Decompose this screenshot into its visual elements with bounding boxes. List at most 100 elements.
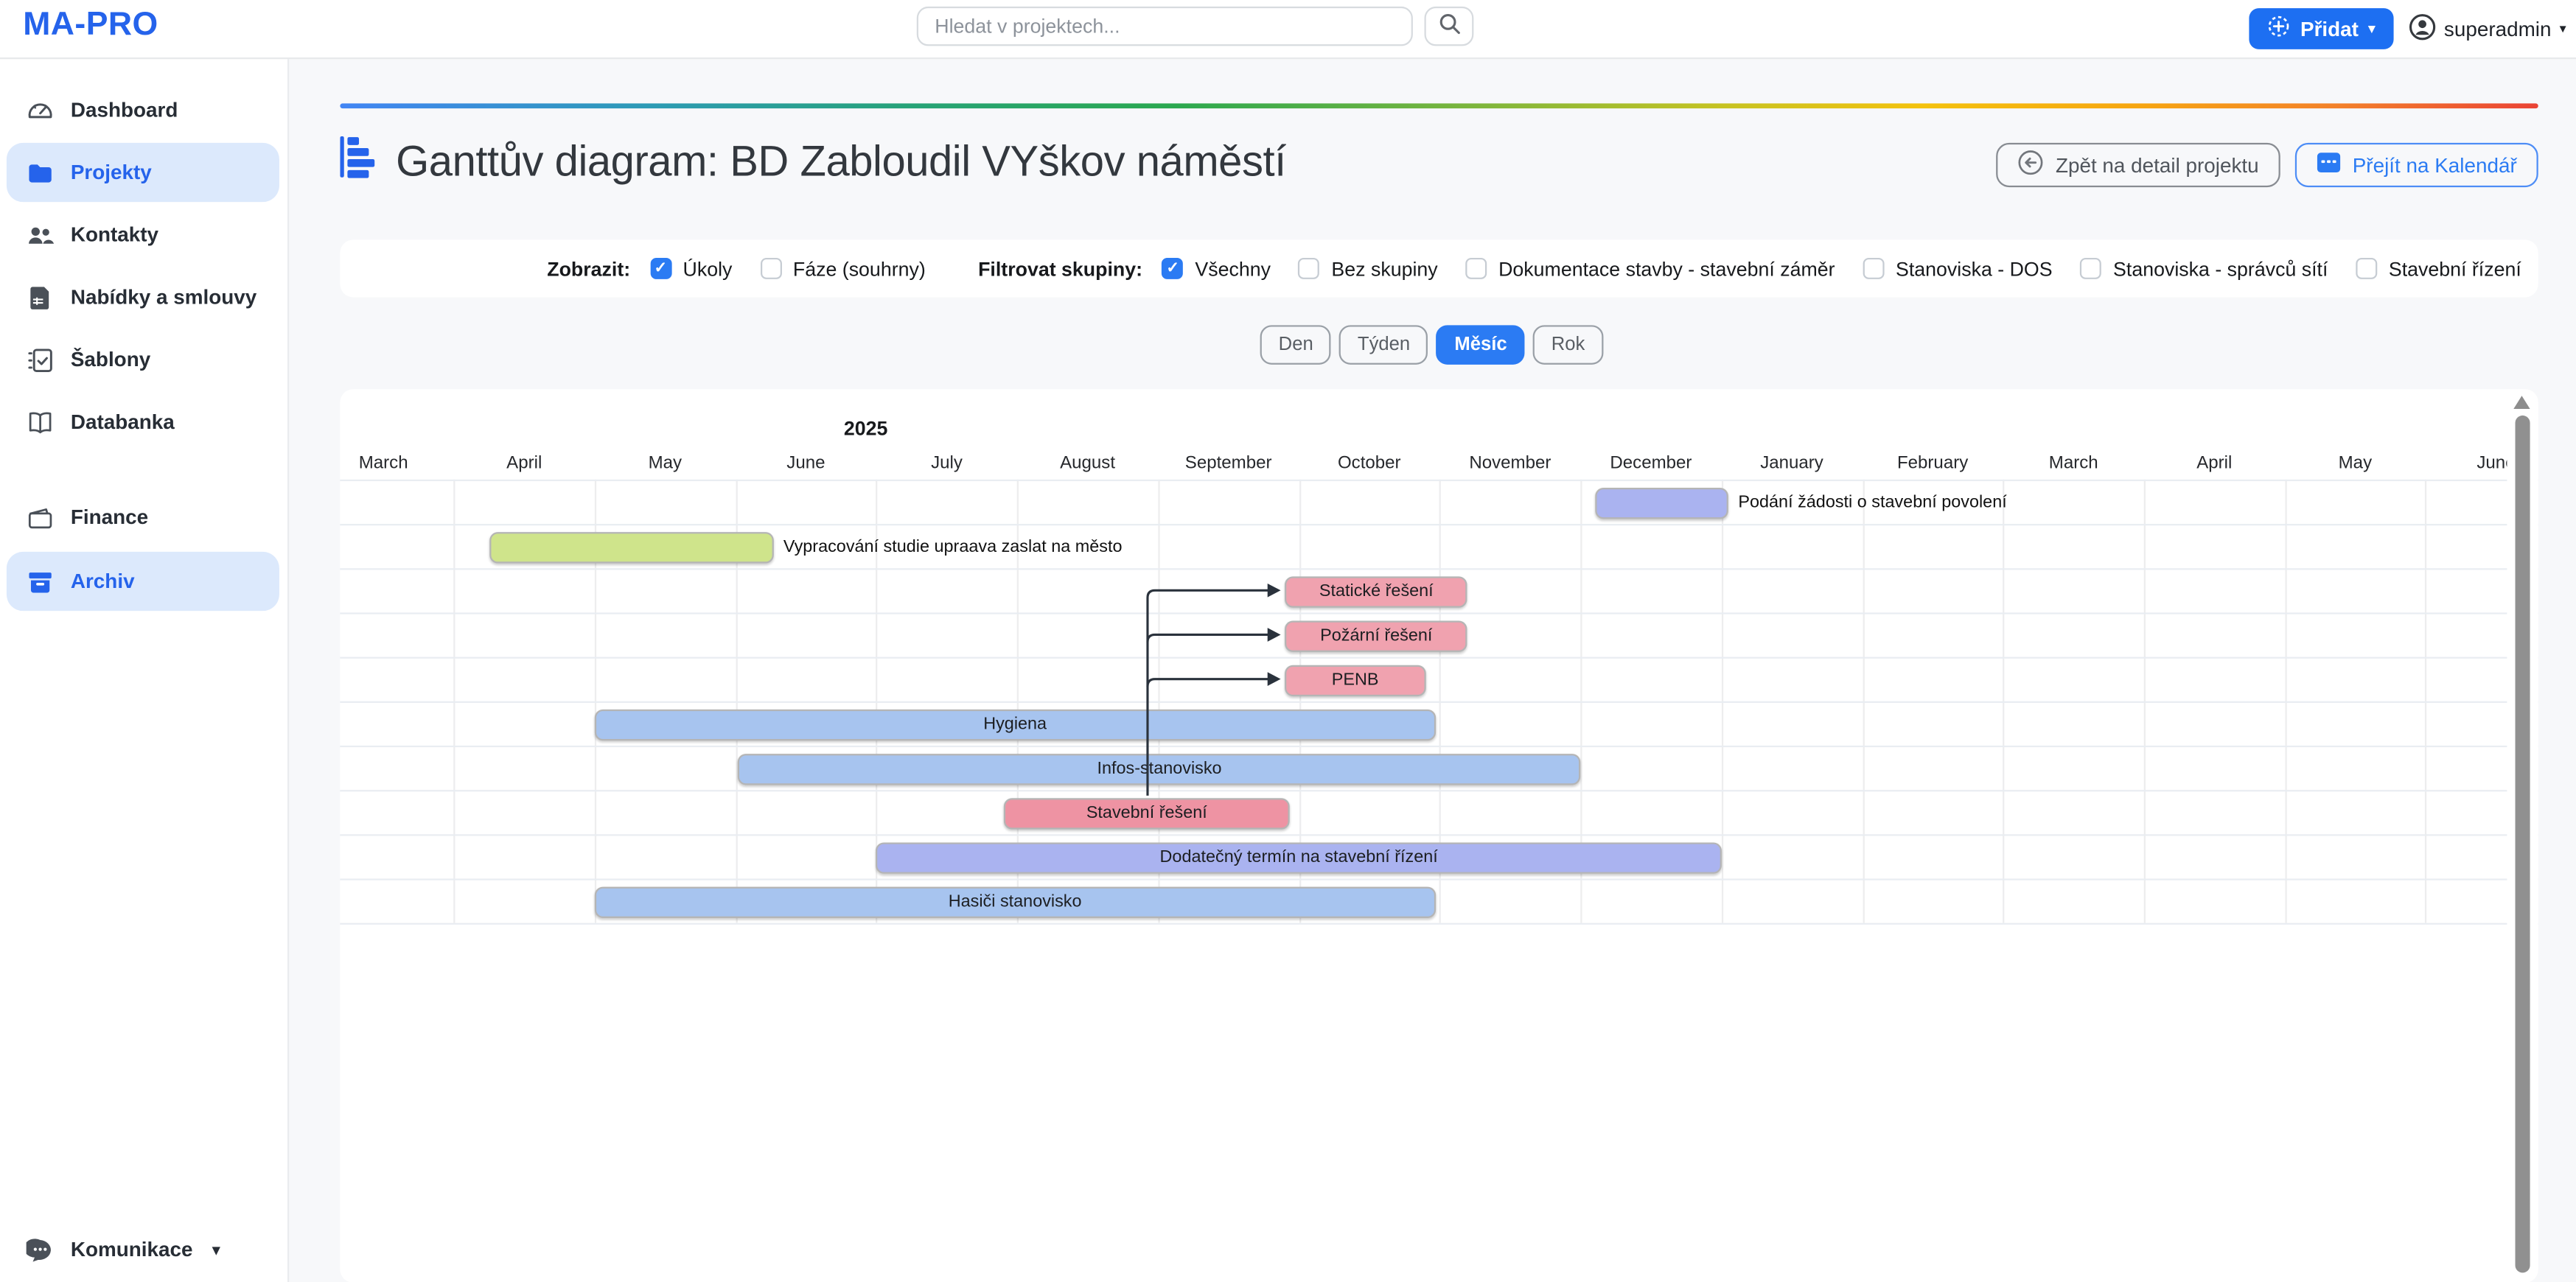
checkbox-unchecked-icon[interactable] bbox=[1465, 257, 1487, 279]
timescale-t-den-button[interactable]: Týden bbox=[1339, 325, 1428, 365]
filter-checkbox-f-ze-souhrny[interactable]: Fáze (souhrny) bbox=[760, 256, 926, 281]
task-label: Požární řešení bbox=[1320, 626, 1433, 646]
arrow-left-circle-icon bbox=[2018, 150, 2045, 181]
task-bar-stavebn-e-en[interactable]: Stavební řešení bbox=[1002, 797, 1291, 830]
gantt-row: Infos-stanovisko bbox=[340, 747, 2538, 792]
search-button[interactable] bbox=[1424, 6, 1474, 46]
checkbox-unchecked-icon[interactable] bbox=[760, 257, 782, 279]
gantt-chart: 2025 March April May June July August September… bbox=[340, 389, 2538, 1282]
timescale-m-s-c-button[interactable]: Měsíc bbox=[1436, 325, 1526, 365]
filter-checkbox-stanoviska-dos[interactable]: Stanoviska - DOS bbox=[1863, 256, 2053, 281]
filter-option-label: Stanoviska - DOS bbox=[1895, 256, 2053, 281]
folder-icon bbox=[27, 158, 55, 186]
vertical-scrollbar[interactable] bbox=[2507, 389, 2538, 1282]
chevron-down-icon: ▾ bbox=[2368, 20, 2376, 35]
timeline-month-label: July bbox=[931, 453, 963, 473]
gantt-rows: Podání žádosti o stavební povolení Vyprac… bbox=[340, 479, 2538, 925]
app-logo[interactable]: MA-PRO bbox=[23, 6, 158, 43]
task-bar-penb[interactable]: PENB bbox=[1285, 664, 1426, 697]
sidebar-item-finance[interactable]: Finance bbox=[7, 488, 279, 547]
checkbox-unchecked-icon[interactable] bbox=[2080, 257, 2102, 279]
checkbox-checked-icon[interactable]: ✓ bbox=[649, 257, 671, 279]
sidebar-item-dashboard[interactable]: Dashboard bbox=[7, 80, 279, 139]
header-actions: Přidat ▾ superadmin ▾ bbox=[2249, 8, 2566, 49]
back-to-project-button[interactable]: Zpět na detail projektu bbox=[1996, 142, 2280, 188]
task-bar-infos-stanovisko[interactable]: Infos-stanovisko bbox=[738, 752, 1581, 785]
timeline-month-label: August bbox=[1060, 453, 1116, 473]
timeline-month-label: March bbox=[2048, 453, 2098, 473]
filter-checkbox-bez-skupiny[interactable]: Bez skupiny bbox=[1298, 257, 1438, 280]
checkbox-unchecked-icon[interactable] bbox=[2356, 257, 2378, 279]
chat-icon bbox=[26, 1236, 55, 1264]
task-bar-po-rn-e-en[interactable]: Požární řešení bbox=[1285, 620, 1468, 652]
gantt-row: Hasiči stanovisko bbox=[340, 880, 2538, 925]
filter-checkbox-v-echny[interactable]: ✓ Všechny bbox=[1162, 257, 1271, 280]
calendar-icon bbox=[2317, 151, 2341, 179]
checkbox-unchecked-icon[interactable] bbox=[1298, 257, 1320, 279]
task-bar-statick-e-en[interactable]: Statické řešení bbox=[1285, 575, 1468, 608]
user-menu[interactable]: superadmin ▾ bbox=[2408, 13, 2566, 46]
timeline-month-label: January bbox=[1760, 453, 1823, 473]
timeline-month-label: April bbox=[2196, 453, 2233, 473]
chevron-down-icon: ▾ bbox=[2559, 20, 2566, 35]
task-bar-vypracov-n-studie-upraava-zaslat-na-m-sto[interactable] bbox=[489, 531, 774, 564]
timescale-rok-button[interactable]: Rok bbox=[1533, 325, 1603, 365]
timescale-den-button[interactable]: Den bbox=[1260, 325, 1332, 365]
sidebar-item-nab-dky-a-smlouvy[interactable]: Nabídky a smlouvy bbox=[7, 267, 279, 326]
people-icon bbox=[27, 221, 55, 249]
filter-checkbox-koly[interactable]: ✓ Úkoly bbox=[649, 257, 732, 280]
search-input[interactable] bbox=[916, 6, 1413, 46]
task-bar-hasi-i-stanovisko[interactable]: Hasiči stanovisko bbox=[594, 886, 1436, 918]
page-title-row: Ganttův diagram: BD Zabloudil VYškov nám… bbox=[340, 135, 1286, 187]
show-filter-label: Zobrazit: bbox=[547, 256, 631, 281]
archive-icon bbox=[27, 567, 55, 595]
task-label: Dodatečný termín na stavební řízení bbox=[1159, 847, 1438, 868]
contract-icon bbox=[27, 283, 55, 311]
rainbow-accent-bar bbox=[340, 102, 2538, 109]
task-bar-pod-n-dosti-o-stavebn-povolen[interactable] bbox=[1594, 486, 1729, 519]
user-name: superadmin bbox=[2443, 17, 2552, 41]
page-actions: Zpět na detail projektu Přejít na Kalend… bbox=[1996, 142, 2538, 188]
top-header: MA-PRO Přidat ▾ superadmin bbox=[0, 0, 2576, 60]
sidebar-item-label: Kontakty bbox=[70, 223, 159, 247]
chevron-down-icon: ▾ bbox=[212, 1240, 220, 1258]
sidebar-item-databanka[interactable]: Databanka bbox=[7, 393, 279, 452]
add-button-label: Přidat bbox=[2300, 17, 2359, 41]
filter-checkbox-dokumentace-stavby-stavebn-z-m-r[interactable]: Dokumentace stavby - stavební záměr bbox=[1465, 256, 1835, 281]
sidebar-item-projekty[interactable]: Projekty bbox=[6, 142, 279, 203]
filter-option-label: Fáze (souhrny) bbox=[792, 256, 926, 281]
timeline-month-label: December bbox=[1610, 453, 1692, 473]
checkbox-checked-icon[interactable]: ✓ bbox=[1162, 257, 1184, 279]
timeline-month-label: November bbox=[1469, 453, 1551, 473]
timescale-switcher: Den Týden Měsíc Rok bbox=[287, 325, 2576, 365]
wallet-icon bbox=[27, 503, 55, 531]
filter-checkbox-stanoviska-spr-vc-s-t[interactable]: Stanoviska - správců sítí bbox=[2080, 257, 2328, 280]
back-button-label: Zpět na detail projektu bbox=[2055, 153, 2259, 177]
timeline-month-label: September bbox=[1184, 453, 1272, 473]
scroll-up-arrow-icon[interactable] bbox=[2513, 396, 2530, 410]
sidebar-item-label: Komunikace bbox=[70, 1238, 193, 1261]
gantt-row: Dodatečný termín na stavební řízení bbox=[340, 836, 2538, 880]
sidebar-item-archiv[interactable]: Archiv bbox=[6, 551, 279, 612]
task-bar-hygiena[interactable]: Hygiena bbox=[594, 708, 1436, 741]
filter-checkbox-stavebn-zen[interactable]: Stavební řízení bbox=[2356, 257, 2521, 280]
sidebar-item-ablony[interactable]: Šablony bbox=[7, 330, 279, 389]
checkbox-unchecked-icon[interactable] bbox=[1863, 257, 1885, 279]
sidebar-item-kontakty[interactable]: Kontakty bbox=[7, 206, 279, 265]
filter-option-label: Dokumentace stavby - stavební záměr bbox=[1498, 256, 1835, 281]
go-to-calendar-button[interactable]: Přejít na Kalendář bbox=[2294, 142, 2538, 188]
gantt-row: Stavební řešení bbox=[340, 791, 2538, 836]
calendar-button-label: Přejít na Kalendář bbox=[2352, 153, 2517, 177]
task-bar-dodate-n-term-n-na-stavebn-zen[interactable]: Dodatečný termín na stavební řízení bbox=[876, 841, 1722, 874]
sidebar-item-komunikace[interactable]: Komunikace ▾ bbox=[7, 1220, 279, 1279]
page-title: Ganttův diagram: BD Zabloudil VYškov nám… bbox=[396, 135, 1286, 185]
main-content: Ganttův diagram: BD Zabloudil VYškov nám… bbox=[287, 57, 2576, 1282]
gauge-icon bbox=[27, 96, 55, 124]
plus-circle-icon bbox=[2267, 15, 2290, 43]
task-label: Stavební řešení bbox=[1086, 803, 1207, 824]
add-button[interactable]: Přidat ▾ bbox=[2249, 8, 2393, 49]
sidebar-item-label: Dashboard bbox=[70, 98, 178, 122]
scrollbar-thumb[interactable] bbox=[2515, 415, 2530, 1273]
task-label: Statické řešení bbox=[1319, 581, 1434, 602]
sidebar-item-label: Databanka bbox=[70, 410, 175, 434]
